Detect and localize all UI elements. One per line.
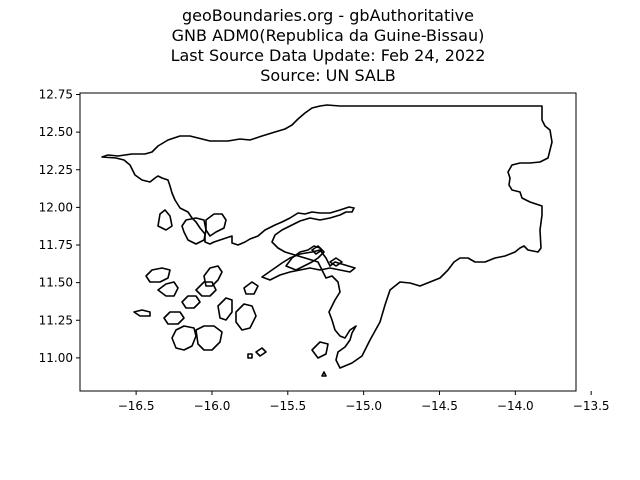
title-line-3: Last Source Data Update: Feb 24, 2022 (170, 46, 486, 65)
island-pecixe (181, 217, 207, 245)
island-poilao (321, 371, 327, 377)
island-ponta (243, 281, 259, 295)
x-axis: −16.5 −16.0 −15.5 −15.0 −14.5 −14.0 −13.5 (118, 391, 610, 413)
island-orangozinho (235, 303, 257, 331)
island-maio (195, 281, 217, 297)
island-galinhas (255, 347, 267, 357)
y-tick-label: 12.75 (39, 88, 73, 102)
island-jeta (157, 209, 173, 231)
y-axis: 11.00 11.25 11.50 11.75 12.00 12.25 12.50 12.75 (39, 88, 80, 365)
y-tick-label: 12.25 (39, 163, 73, 177)
island-caravela (157, 281, 179, 297)
y-tick-label: 11.00 (39, 351, 73, 365)
title-line-1: geoBoundaries.org - gbAuthoritative (181, 6, 474, 25)
map-title: geoBoundaries.org - gbAuthoritative GNB … (0, 6, 640, 86)
plot-frame (79, 92, 577, 392)
title-line-2: GNB ADM0(Republica da Guine-Bissau) (171, 26, 485, 45)
x-tick-label: −14.5 (421, 399, 458, 413)
y-tick-label: 11.75 (39, 238, 73, 252)
island-uno (171, 325, 197, 351)
x-tick-label: −16.5 (118, 399, 155, 413)
mainland-boundary (101, 104, 553, 369)
y-tick-label: 11.25 (39, 313, 73, 327)
island-meio (247, 353, 253, 359)
island-orango (163, 311, 185, 325)
title-line-4: Source: UN SALB (260, 66, 396, 85)
island-small-b (329, 257, 343, 267)
island-small-a (311, 245, 323, 255)
island-canhabaque (133, 309, 151, 317)
island-bubaque (181, 295, 201, 309)
x-tick-label: −15.5 (269, 399, 306, 413)
x-tick-label: −16.0 (194, 399, 231, 413)
island-formosa (145, 267, 171, 283)
island-roxa (217, 297, 233, 321)
island-carache (203, 265, 223, 287)
y-tick-label: 12.50 (39, 125, 73, 139)
island-bissau (261, 249, 356, 281)
x-tick-label: −15.0 (345, 399, 382, 413)
country-boundary (101, 104, 553, 377)
y-tick-label: 12.00 (39, 200, 73, 214)
y-tick-label: 11.50 (39, 276, 73, 290)
island-eguba (195, 325, 223, 351)
island-joao-vieira (311, 341, 329, 359)
x-tick-label: −14.0 (497, 399, 534, 413)
x-tick-label: −13.5 (573, 399, 610, 413)
island-mansoa-a (205, 213, 227, 237)
